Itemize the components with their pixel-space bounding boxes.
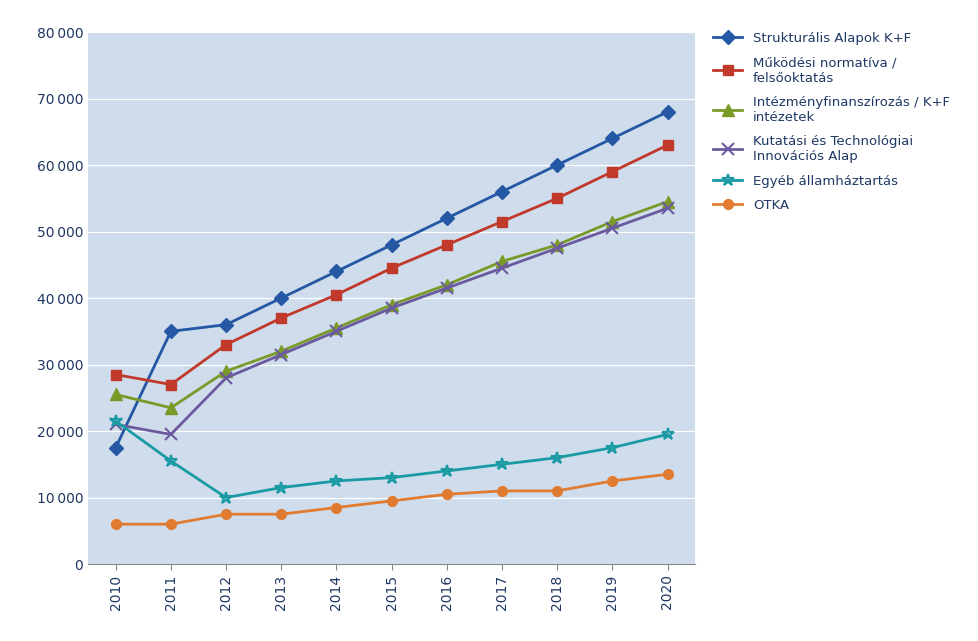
Működési normatíva /
felsőoktatás <box>605 168 617 176</box>
Strukturális Alapok K+F <box>165 328 177 335</box>
OTKA <box>165 520 177 528</box>
Működési normatíva /
felsőoktatás <box>331 291 342 299</box>
Line: OTKA: OTKA <box>111 469 672 529</box>
OTKA <box>496 487 508 495</box>
Intézményfinanszírozás / K+F
intézetek <box>385 301 397 308</box>
Line: Működési normatíva /
felsőoktatás: Működési normatíva / felsőoktatás <box>111 140 672 389</box>
OTKA <box>661 470 673 478</box>
Strukturális Alapok K+F <box>551 161 562 169</box>
Strukturális Alapok K+F <box>440 214 452 222</box>
Egyéb államháztartás <box>551 454 562 462</box>
Intézményfinanszírozás / K+F
intézetek <box>275 347 287 355</box>
Egyéb államháztartás <box>605 444 617 451</box>
OTKA <box>605 477 617 485</box>
Strukturális Alapok K+F <box>496 188 508 196</box>
Egyéb államháztartás <box>110 417 121 425</box>
Működési normatíva /
felsőoktatás <box>661 141 673 149</box>
Intézményfinanszírozás / K+F
intézetek <box>110 390 121 398</box>
Strukturális Alapok K+F <box>661 108 673 115</box>
OTKA <box>551 487 562 495</box>
Egyéb államháztartás <box>331 477 342 485</box>
Működési normatíva /
felsőoktatás <box>551 194 562 202</box>
Kutatási és Technológiai
Innovációs Alap <box>605 224 617 232</box>
OTKA <box>110 520 121 528</box>
Működési normatíva /
felsőoktatás <box>165 381 177 388</box>
Line: Egyéb államháztartás: Egyéb államháztartás <box>110 415 673 504</box>
Line: Kutatási és Technológiai
Innovációs Alap: Kutatási és Technológiai Innovációs Alap <box>111 203 672 440</box>
Kutatási és Technológiai
Innovációs Alap <box>220 374 232 382</box>
OTKA <box>275 510 287 518</box>
Intézményfinanszírozás / K+F
intézetek <box>661 198 673 206</box>
Egyéb államháztartás <box>661 431 673 438</box>
Működési normatíva /
felsőoktatás <box>220 341 232 349</box>
Kutatási és Technológiai
Innovációs Alap <box>551 244 562 252</box>
Kutatási és Technológiai
Innovációs Alap <box>275 351 287 358</box>
Intézményfinanszírozás / K+F
intézetek <box>440 281 452 288</box>
OTKA <box>331 504 342 512</box>
Működési normatíva /
felsőoktatás <box>496 218 508 226</box>
OTKA <box>385 497 397 504</box>
Kutatási és Technológiai
Innovációs Alap <box>385 304 397 312</box>
Legend: Strukturális Alapok K+F, Működési normatíva /
felsőoktatás, Intézményfinanszíroz: Strukturális Alapok K+F, Működési normat… <box>713 32 949 212</box>
Intézményfinanszírozás / K+F
intézetek <box>331 324 342 332</box>
Kutatási és Technológiai
Innovációs Alap <box>661 204 673 212</box>
Működési normatíva /
felsőoktatás <box>275 314 287 322</box>
Kutatási és Technológiai
Innovációs Alap <box>496 264 508 272</box>
Strukturális Alapok K+F <box>275 294 287 302</box>
Működési normatíva /
felsőoktatás <box>110 370 121 378</box>
Működési normatíva /
felsőoktatás <box>385 264 397 272</box>
Intézményfinanszírozás / K+F
intézetek <box>220 367 232 375</box>
Line: Strukturális Alapok K+F: Strukturális Alapok K+F <box>111 107 672 453</box>
Egyéb államháztartás <box>385 474 397 481</box>
Kutatási és Technológiai
Innovációs Alap <box>165 431 177 438</box>
OTKA <box>440 490 452 498</box>
Egyéb államháztartás <box>440 467 452 475</box>
Intézményfinanszírozás / K+F
intézetek <box>551 241 562 249</box>
Strukturális Alapok K+F <box>385 241 397 249</box>
Kutatási és Technológiai
Innovációs Alap <box>440 284 452 292</box>
OTKA <box>220 510 232 518</box>
Működési normatíva /
felsőoktatás <box>440 241 452 249</box>
Intézményfinanszírozás / K+F
intézetek <box>496 258 508 265</box>
Strukturális Alapok K+F <box>110 444 121 451</box>
Egyéb államháztartás <box>496 460 508 468</box>
Strukturális Alapok K+F <box>220 320 232 328</box>
Egyéb államháztartás <box>275 484 287 492</box>
Line: Intézményfinanszírozás / K+F
intézetek: Intézményfinanszírozás / K+F intézetek <box>111 196 672 413</box>
Strukturális Alapok K+F <box>331 268 342 276</box>
Intézményfinanszírozás / K+F
intézetek <box>605 218 617 226</box>
Strukturális Alapok K+F <box>605 135 617 142</box>
Kutatási és Technológiai
Innovációs Alap <box>110 420 121 428</box>
Egyéb államháztartás <box>220 494 232 501</box>
Egyéb államháztartás <box>165 457 177 465</box>
Intézményfinanszírozás / K+F
intézetek <box>165 404 177 412</box>
Kutatási és Technológiai
Innovációs Alap <box>331 328 342 335</box>
